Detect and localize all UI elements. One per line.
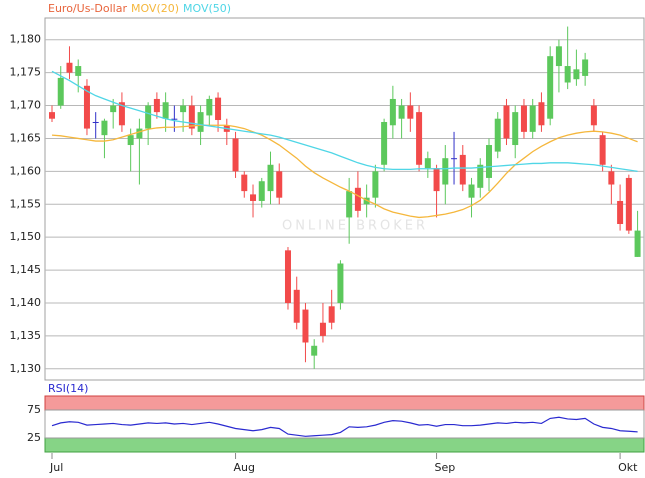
candle-body [66, 62, 73, 73]
candle-body [634, 230, 641, 257]
candle-body [92, 121, 99, 123]
y-tick-label: 1,165 [10, 131, 42, 144]
candle-body [302, 309, 309, 343]
candle-body [215, 97, 222, 121]
candle-body [625, 177, 632, 231]
y-tick-label: 1,155 [10, 197, 42, 210]
candle-body [494, 118, 501, 152]
moving-average [51, 124, 638, 219]
y-tick-label: 25 [27, 431, 41, 444]
candle-body [83, 85, 90, 129]
candle-body [250, 194, 257, 201]
candle-body [512, 112, 519, 146]
y-tick-label: 1,175 [10, 66, 42, 79]
candle-body [197, 112, 204, 132]
y-tick-label: 1,180 [10, 33, 42, 46]
candle-body [276, 171, 283, 198]
candle-body [145, 105, 152, 129]
candle-body [171, 118, 178, 120]
candle-body [564, 66, 571, 83]
candle-body [188, 105, 195, 129]
rsi-line [51, 416, 638, 437]
y-tick-label: 1,150 [10, 230, 42, 243]
candle-body [162, 102, 169, 119]
candle-body [346, 191, 353, 218]
candle-body [206, 98, 213, 116]
candle-body [503, 105, 510, 139]
watermark: ONLINE BROKER [282, 219, 428, 234]
candle-body [442, 158, 449, 185]
candle-body [590, 105, 597, 126]
y-tick-label: 1,160 [10, 164, 42, 177]
y-tick-label: 75 [27, 403, 41, 416]
y-tick-label: 1,170 [10, 99, 42, 112]
candle-body [529, 105, 536, 132]
candle-body [136, 128, 143, 139]
candle-body [433, 168, 440, 192]
candle-body [407, 105, 414, 119]
candle-body [319, 322, 326, 336]
candle-body [241, 174, 248, 192]
x-tick-label: Aug [234, 461, 255, 474]
candle-body [354, 187, 361, 211]
overbought-zone [44, 395, 645, 411]
candle-body [477, 164, 484, 188]
candle-body [468, 184, 475, 198]
candle-body [486, 145, 492, 178]
candle-body [555, 46, 562, 67]
candle-body [451, 158, 458, 160]
candle-body [573, 69, 580, 80]
candle-body [293, 289, 300, 323]
moving-average [51, 70, 638, 172]
legend-entry: MOV(50) [183, 2, 231, 15]
candle-body [75, 66, 82, 76]
candle-body [284, 250, 291, 303]
instrument-name: Euro/Us-Dollar [48, 2, 127, 15]
candle-body [582, 59, 589, 76]
candle-body [110, 105, 117, 113]
candle-body [258, 181, 265, 201]
candle-body [416, 112, 423, 165]
candle-body [127, 135, 134, 146]
candle-body [337, 263, 344, 303]
candle-body [520, 105, 527, 132]
plot-area [44, 17, 645, 381]
candle-body [538, 102, 545, 126]
x-tick-label: Okt [618, 461, 638, 474]
candle-body [608, 171, 615, 185]
y-tick-label: 1,145 [10, 263, 42, 276]
candle-body [232, 138, 239, 172]
y-tick-label: 1,135 [10, 329, 42, 342]
candle-body [389, 98, 396, 126]
candle-body [547, 56, 554, 119]
y-tick-label: 1,130 [10, 362, 42, 375]
x-tick-label: Sep [435, 461, 456, 474]
legend-entry: MOV(20) [131, 2, 179, 15]
x-tick-label: Jul [49, 461, 63, 474]
candle-body [459, 154, 466, 185]
candle-body [381, 121, 388, 165]
candle-body [617, 200, 624, 225]
candle-body [101, 120, 108, 136]
candle-body [328, 306, 335, 323]
candle-body [49, 112, 55, 119]
candle-body [311, 345, 318, 356]
candle-body [153, 98, 160, 113]
y-tick-label: 1,140 [10, 296, 42, 309]
candle-body [57, 77, 64, 106]
candle-body [267, 164, 274, 192]
oversold-zone [44, 437, 645, 453]
candle-body [118, 102, 125, 126]
candle-body [180, 105, 187, 113]
candle-body [372, 171, 379, 198]
legend-entry: RSI(14) [48, 382, 88, 395]
candle-body [599, 135, 606, 165]
candle-body [398, 105, 405, 119]
candle-body [424, 158, 431, 169]
